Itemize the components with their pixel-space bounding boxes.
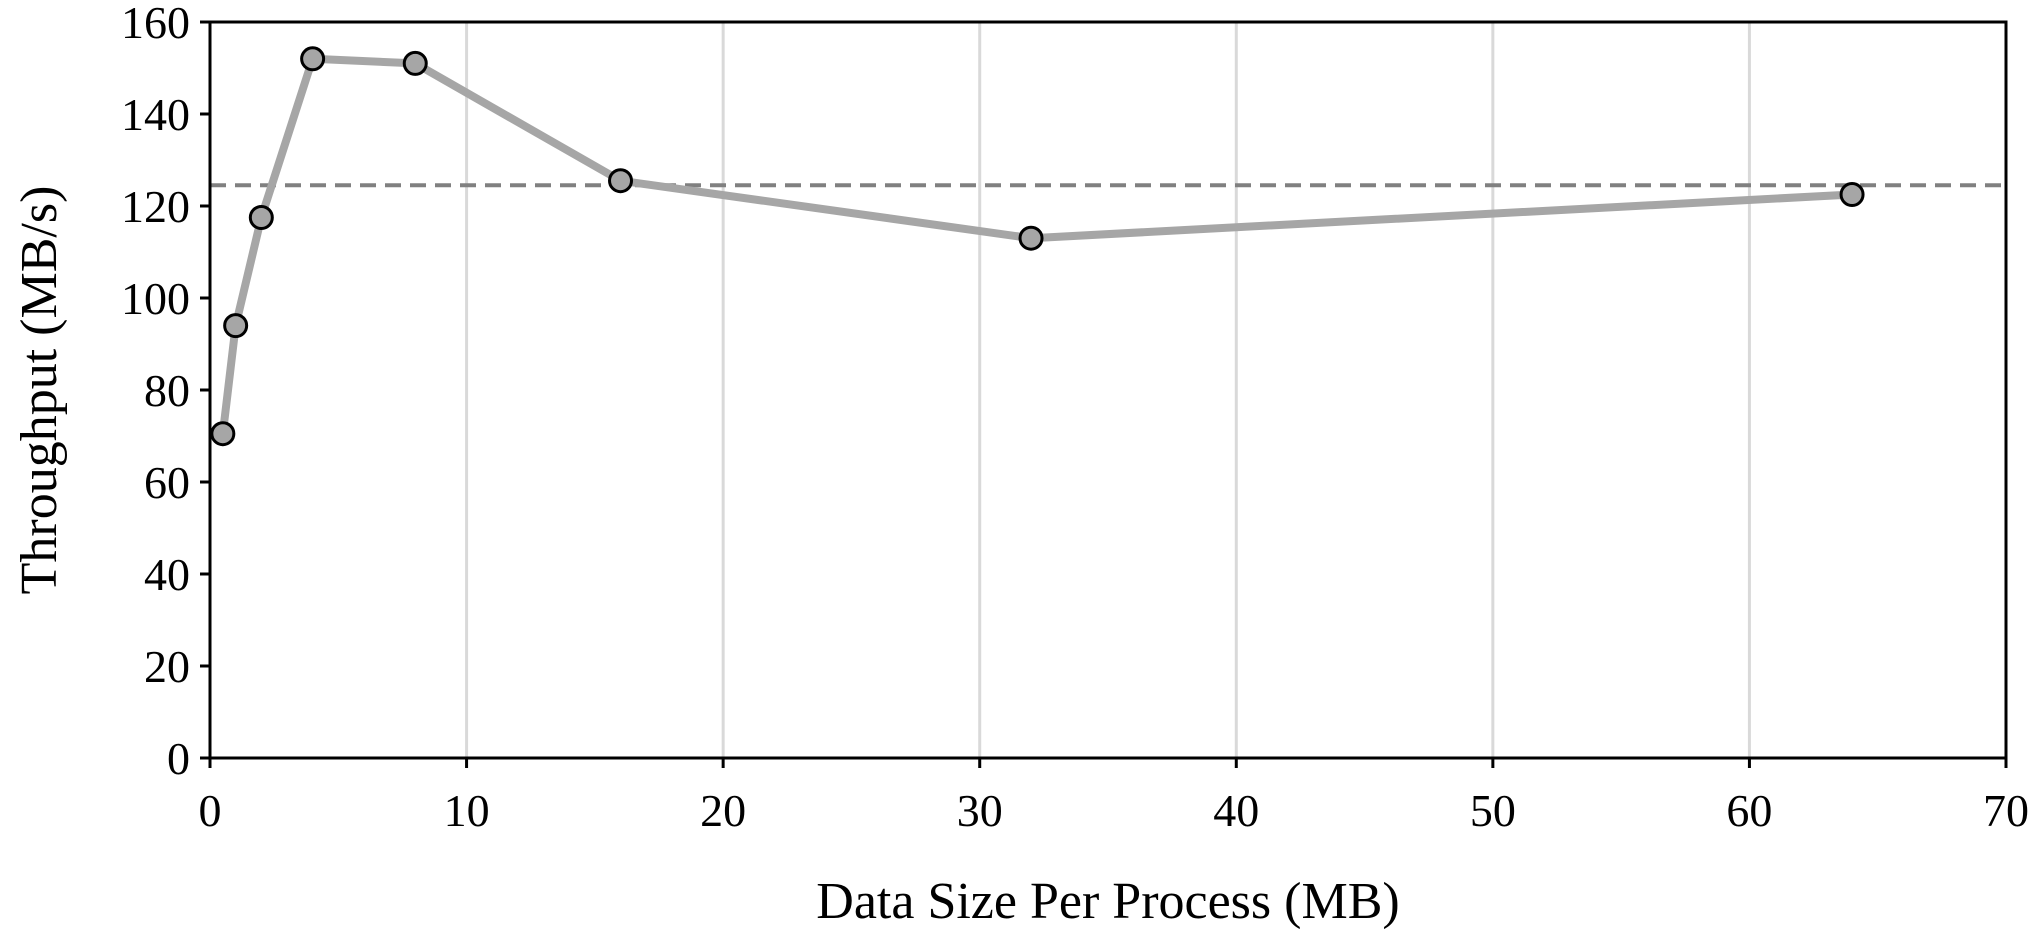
y-tick-label: 60 xyxy=(144,457,190,508)
data-point xyxy=(210,421,236,447)
data-point xyxy=(223,313,249,339)
y-tick-label: 120 xyxy=(121,181,190,232)
y-tick-label: 40 xyxy=(144,549,190,600)
data-point xyxy=(402,50,428,76)
series-group xyxy=(210,46,1865,447)
data-point xyxy=(1018,225,1044,251)
x-tick-label: 50 xyxy=(1470,785,1516,836)
y-tick-label: 20 xyxy=(144,641,190,692)
data-point xyxy=(248,205,274,230)
x-tick-label: 70 xyxy=(1983,785,2029,836)
y-tick-label: 140 xyxy=(121,89,190,140)
x-tick-label: 20 xyxy=(700,785,746,836)
series-line xyxy=(218,54,1853,435)
vertical-gridlines xyxy=(465,22,1751,758)
y-tick-label: 0 xyxy=(167,733,190,784)
y-tick-label: 100 xyxy=(121,273,190,324)
plot-frame-group xyxy=(208,20,2008,760)
y-tick-labels: 0 20 40 60 80 100 120 140 160 xyxy=(121,0,210,784)
x-tick-label: 10 xyxy=(444,785,490,836)
x-axis-title: Data Size Per Process (MB) xyxy=(816,873,1399,930)
data-point xyxy=(1839,182,1865,207)
x-tick-label: 60 xyxy=(1726,785,1772,836)
plot-frame xyxy=(208,20,2008,760)
y-axis-title: Throughput (MB/s) xyxy=(11,186,68,595)
y-tick-label: 160 xyxy=(121,0,190,48)
x-tick-label: 30 xyxy=(957,785,1003,836)
y-tick-label: 80 xyxy=(144,365,190,416)
data-point xyxy=(300,46,326,72)
x-tick-labels: 0 10 20 30 40 50 60 70 xyxy=(199,758,2029,836)
data-point xyxy=(608,168,634,194)
x-tick-label: 40 xyxy=(1213,785,1259,836)
x-tick-label: 0 xyxy=(199,785,222,836)
